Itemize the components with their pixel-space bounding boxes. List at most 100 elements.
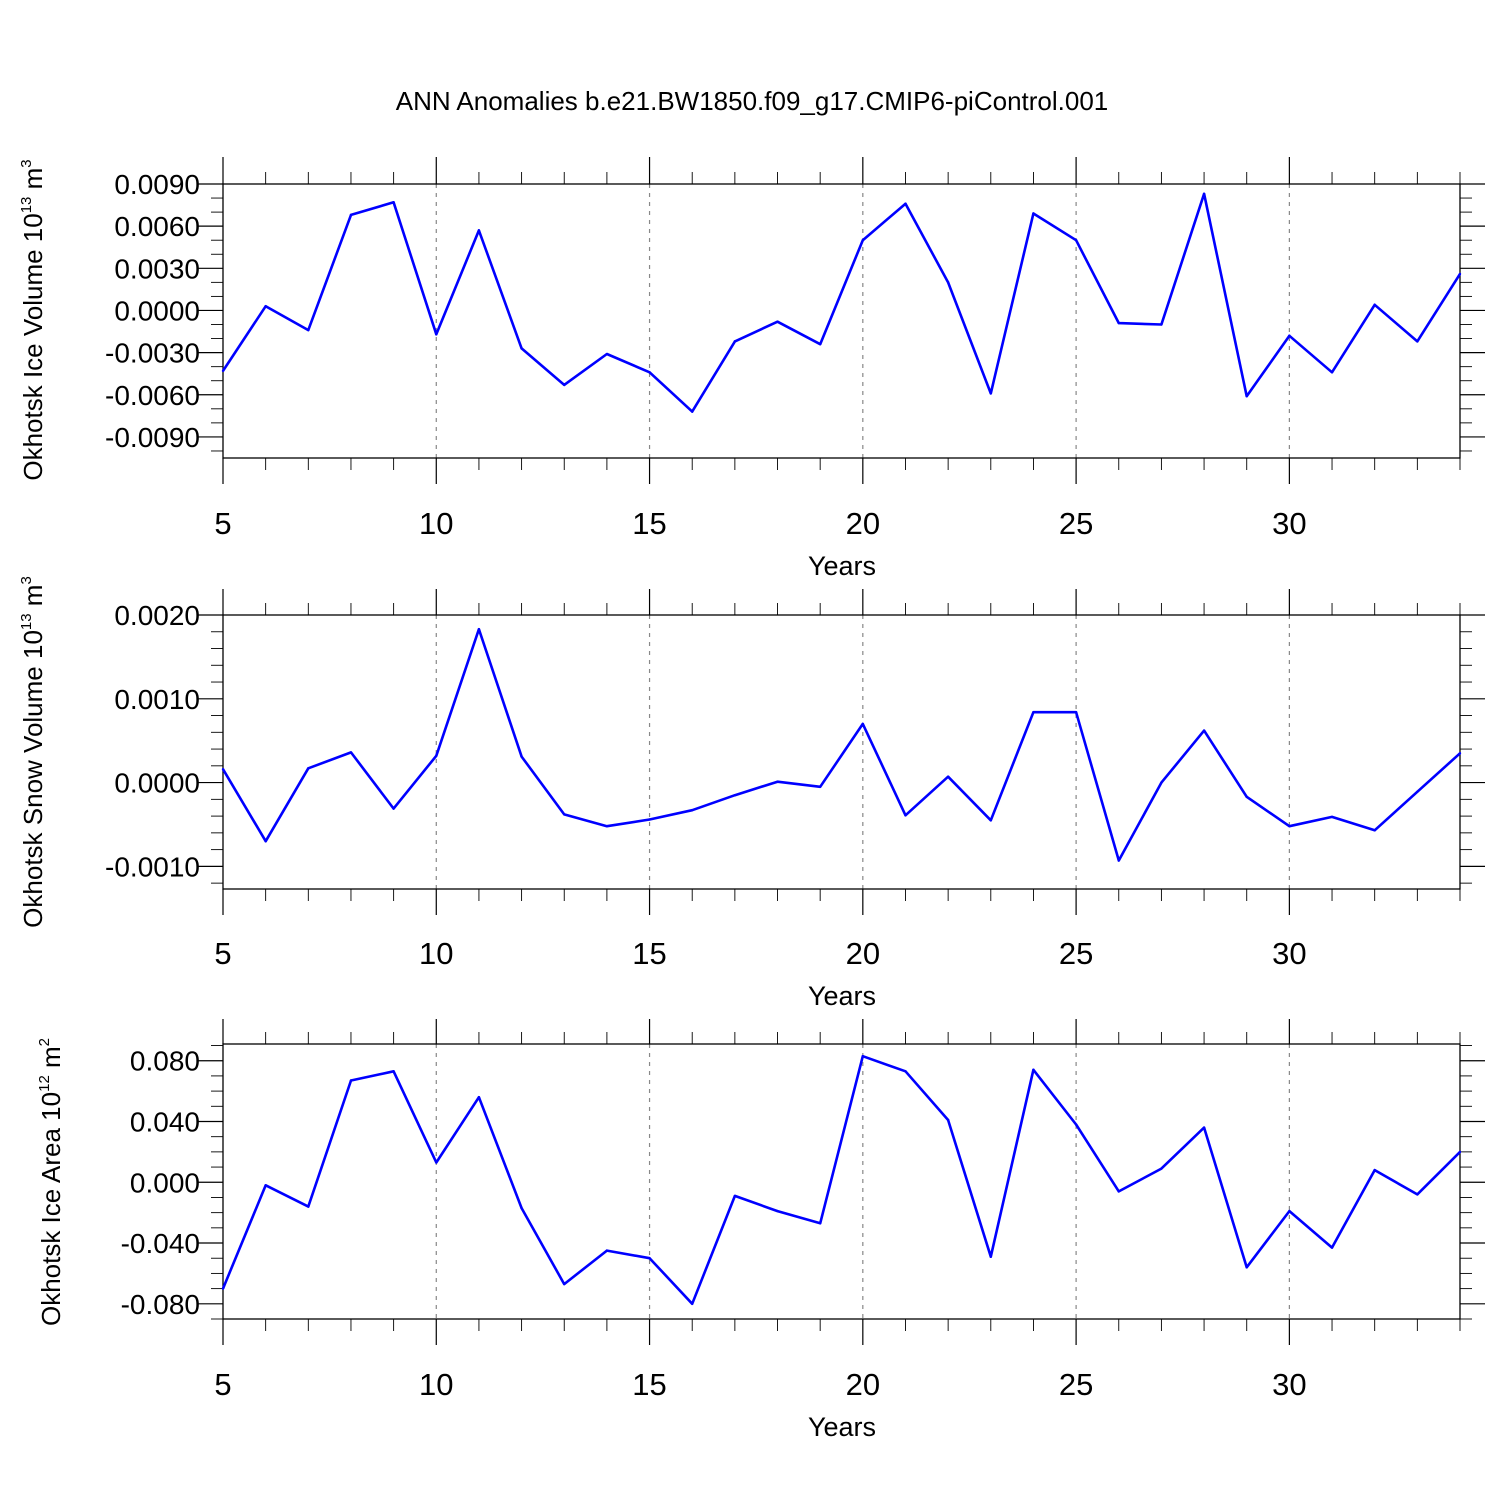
data-point [733,340,737,343]
data-point [264,305,267,308]
data-point [1117,859,1120,862]
data-point [221,767,225,771]
y-tick-label: -0.0010 [105,851,200,882]
data-point [520,347,523,350]
data-point [1330,371,1334,374]
data-point [563,1282,566,1286]
data-point [605,1249,609,1252]
data-point [904,1070,907,1073]
data-point [1074,239,1078,242]
data-point [1160,1167,1163,1170]
data-point [1245,1266,1248,1269]
data-point [1416,1193,1419,1196]
data-point [1330,1246,1334,1249]
data-point [648,1257,651,1260]
data-point [648,371,651,374]
data-point [1202,192,1206,196]
data-point [264,1184,267,1187]
data-point [307,328,310,332]
x-tick-label: 20 [846,936,880,971]
x-tick-label: 25 [1059,506,1093,541]
data-point [392,201,395,204]
data-point [1288,824,1291,828]
x-tick-label: 20 [846,1367,880,1402]
data-point [605,352,609,356]
data-point [861,1054,865,1058]
y-tick-label: 0.0060 [114,211,200,242]
data-point [392,1070,395,1073]
series-line [221,192,1462,413]
plot-frame [222,614,1461,890]
x-tick-label: 10 [419,936,453,971]
data-point [477,229,481,232]
data-point [1032,1068,1035,1072]
data-point [477,628,481,631]
y-tick-label: 0.0000 [114,768,200,799]
figure-title: ANN Anomalies b.e21.BW1850.f09_g17.CMIP6… [396,86,1109,116]
chart-panel-2: 0.0020 0.0010 0.0000 -0.0010 5 10 15 20 25 30 Year… [18,576,1485,1011]
data-point [221,1287,225,1290]
data-point [307,1205,310,1208]
x-tick-label: 5 [214,506,231,541]
data-point [946,775,950,778]
y-tick-label: 0.0030 [114,253,200,284]
data-point [946,1118,950,1122]
y-tick-label: 0.0090 [114,169,200,200]
y-axis-title: Okhotsk Snow Volume 1013 m3 [18,576,48,928]
data-point [733,793,737,797]
data-point [1117,321,1120,325]
data-point [1288,1209,1291,1213]
y-tick-label: 0.0010 [114,684,200,715]
data-point [435,333,438,336]
y-tick-label: -0.0030 [105,338,200,369]
data-point [904,814,907,817]
data-point [563,813,566,816]
y-tick-label: 0.040 [130,1106,200,1137]
x-tick-label: 30 [1272,936,1306,971]
data-point [691,410,694,413]
data-point [1373,829,1376,832]
plot-frame [222,1043,1461,1320]
data-point [349,213,353,217]
data-point [563,383,566,387]
data-point [1245,795,1248,799]
data-point [1458,1150,1462,1154]
data-point [1288,334,1291,337]
data-point [1458,752,1462,755]
data-point [349,751,353,754]
data-point [861,239,865,242]
data-point [1416,790,1419,794]
data-point [477,1095,481,1099]
x-tick-label: 10 [419,506,453,541]
data-point [989,1255,992,1258]
x-tick-label: 10 [419,1367,453,1402]
data-point [1074,710,1078,714]
y-tick-label: -0.0060 [105,380,200,411]
data-point [861,722,865,726]
data-point [1245,394,1248,398]
data-point [1330,815,1334,819]
data-point [733,1194,737,1198]
x-tick-label: 20 [846,506,880,541]
data-point [221,369,225,373]
data-point [1160,323,1163,326]
data-point [605,824,609,828]
series-line [221,627,1461,862]
data-point [1202,1126,1206,1129]
y-tick-label: 0.0000 [114,295,200,326]
data-point [520,755,523,758]
x-tick-label: 5 [214,1367,231,1402]
data-point [989,392,992,395]
data-point [776,780,779,783]
data-point [1160,781,1163,784]
y-tick-label: -0.040 [121,1228,200,1259]
y-axis-title: Okhotsk Ice Volume 1013 m3 [18,159,48,480]
x-axis-title: Years [808,981,876,1011]
y-tick-label: -0.0090 [105,422,200,453]
data-point [1416,340,1419,343]
x-axis-title: Years [808,1412,876,1442]
data-point [349,1079,353,1082]
data-point [1032,212,1035,215]
data-point [1373,303,1376,307]
